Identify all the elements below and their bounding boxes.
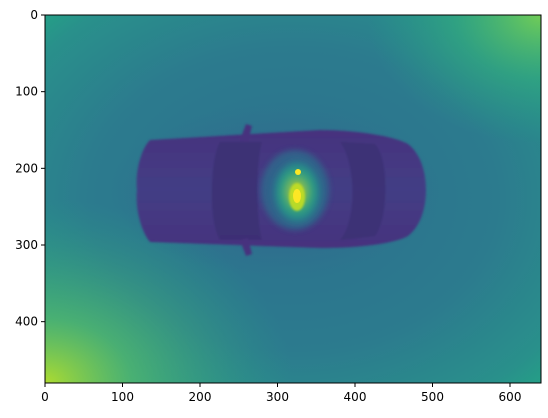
x-tick-label: 400	[344, 390, 367, 404]
car-image	[45, 15, 541, 383]
y-tick-label: 400	[15, 315, 38, 329]
y-tick-label: 100	[15, 85, 38, 99]
y-tick-label: 300	[15, 238, 38, 252]
hotspot	[271, 158, 323, 226]
x-tick-label: 100	[111, 390, 134, 404]
x-tick-label: 600	[499, 390, 522, 404]
y-axis: 0 100 200 300 400	[15, 8, 45, 329]
y-tick-label: 200	[15, 161, 38, 175]
x-axis: 0 100 200 300 400 500 600	[41, 383, 521, 404]
x-tick-label: 200	[189, 390, 212, 404]
y-tick-label: 0	[30, 8, 38, 22]
axes-frame	[44, 14, 542, 384]
x-tick-label: 500	[421, 390, 444, 404]
x-tick-label: 300	[266, 390, 289, 404]
x-tick-label: 0	[41, 390, 49, 404]
